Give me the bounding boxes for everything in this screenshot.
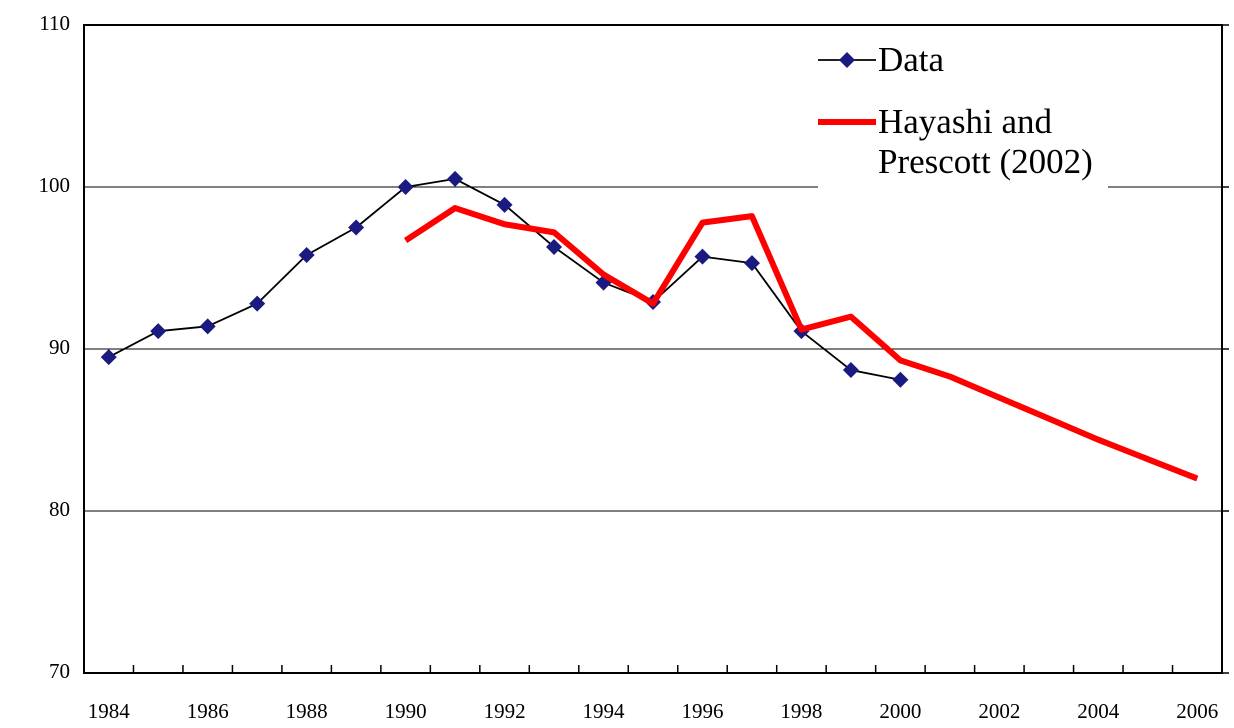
legend-entry: Hayashi and Prescott (2002) — [818, 102, 1108, 182]
legend-marker — [839, 52, 855, 68]
legend-entry: Data — [818, 40, 1108, 80]
x-tick-label: 1992 — [484, 699, 526, 723]
y-tick-label: 90 — [49, 335, 70, 359]
y-tick-label: 100 — [39, 173, 71, 197]
data-marker — [348, 219, 365, 236]
x-tick-label: 2002 — [978, 699, 1020, 723]
x-tick-label: 1984 — [88, 699, 131, 723]
legend-swatch — [818, 52, 876, 68]
legend-label: Data — [878, 40, 945, 79]
data-marker — [694, 248, 711, 265]
x-tick-label: 1986 — [187, 699, 229, 723]
data-marker — [397, 179, 414, 195]
data-marker — [842, 362, 859, 379]
x-tick-label: 2000 — [879, 699, 921, 723]
data-marker — [199, 318, 216, 335]
x-tick-label: 1988 — [286, 699, 328, 723]
y-tick-label: 80 — [49, 497, 70, 521]
data-marker — [546, 238, 563, 255]
legend: Data Hayashi and Prescott (2002) — [818, 40, 1108, 204]
legend-swatch — [818, 119, 876, 125]
y-tick-label: 110 — [39, 11, 70, 35]
x-tick-label: 1994 — [583, 699, 626, 723]
x-tick-label: 1990 — [385, 699, 427, 723]
data-marker — [249, 295, 266, 312]
data-marker — [447, 170, 464, 187]
x-tick-label: 2004 — [1077, 699, 1120, 723]
x-tick-label: 2006 — [1176, 699, 1218, 723]
data-marker — [496, 196, 513, 213]
x-tick-label: 1998 — [780, 699, 822, 723]
x-tick-label: 1996 — [681, 699, 723, 723]
data-marker — [743, 255, 760, 272]
data-marker — [892, 371, 909, 388]
series-line — [403, 205, 1199, 482]
legend-label: Hayashi and Prescott (2002) — [878, 102, 1093, 181]
plot-frame — [83, 24, 1223, 674]
data-marker — [298, 247, 315, 264]
y-tick-label: 70 — [49, 659, 70, 683]
data-marker — [100, 349, 117, 366]
data-marker — [150, 323, 167, 340]
